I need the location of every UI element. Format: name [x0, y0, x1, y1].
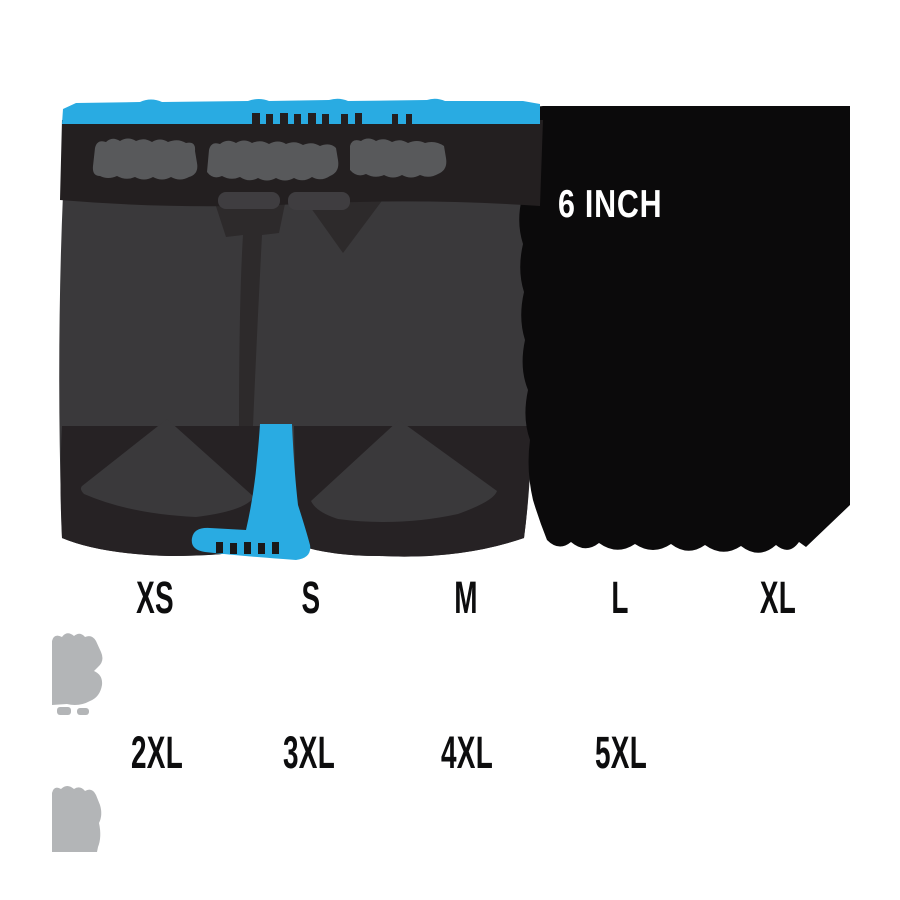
size-option-m[interactable]: M [454, 572, 478, 623]
left-leg-chevron [80, 419, 254, 517]
fly-seam [212, 194, 287, 426]
size-option-s[interactable]: S [301, 572, 321, 623]
size-row-2: 2XL 3XL 4XL 5XL [0, 730, 900, 780]
size-option-4xl[interactable]: 4XL [440, 727, 494, 778]
inseam-option-label[interactable]: 6 INCH [558, 183, 663, 226]
cropped-icon-blob-bottom [52, 786, 102, 852]
size-option-l[interactable]: L [611, 572, 629, 623]
cropped-icon-blob-top [52, 633, 103, 715]
waistband-trim-knockout-marks [252, 113, 412, 124]
inseam-panel [519, 106, 850, 553]
size-option-5xl[interactable]: 5XL [594, 727, 648, 778]
waistband-illegible-text-blobs [92, 138, 447, 210]
gusset-knockout-marks [216, 542, 279, 554]
size-option-xs[interactable]: XS [136, 572, 174, 623]
waistband-blue-trim [62, 98, 540, 124]
right-leg-chevron [311, 420, 497, 523]
size-option-2xl[interactable]: 2XL [130, 727, 184, 778]
size-option-3xl[interactable]: 3XL [282, 727, 336, 778]
gusset-blue-stripe [191, 424, 311, 560]
size-option-xl[interactable]: XL [759, 572, 797, 623]
size-row-1: XS S M L XL [0, 575, 900, 625]
